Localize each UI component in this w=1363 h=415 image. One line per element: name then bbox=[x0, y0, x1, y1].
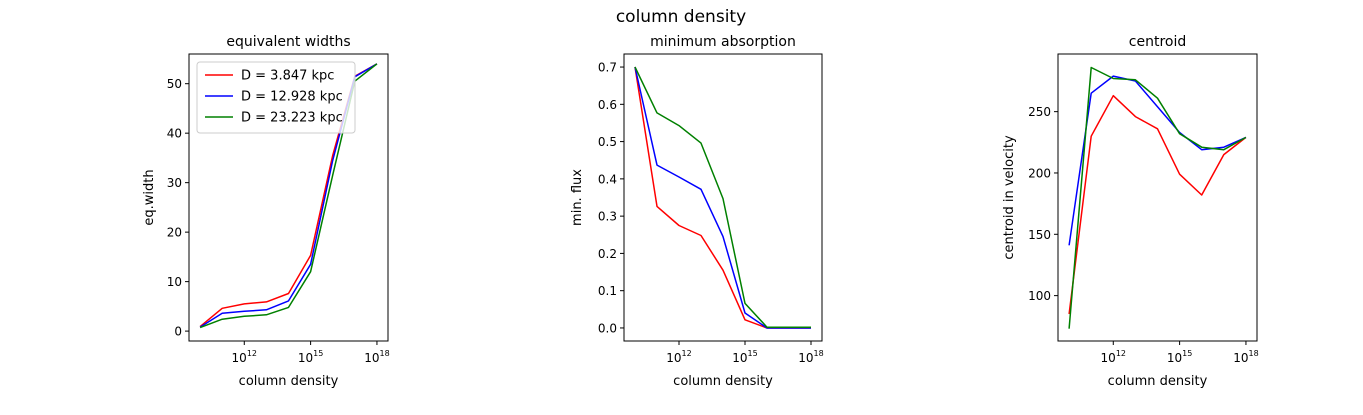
axes-frame-2 bbox=[1057, 53, 1258, 342]
y-axis-label: eq.width bbox=[142, 169, 157, 225]
x-tick-base: 10 bbox=[1101, 351, 1116, 365]
y-tick-label: 0.7 bbox=[598, 61, 617, 75]
series-line-green bbox=[634, 66, 811, 328]
y-tick-label: 0.5 bbox=[598, 135, 617, 149]
series-line-blue bbox=[1068, 75, 1247, 246]
y-tick-label: 0 bbox=[174, 325, 182, 339]
x-tick-base: 10 bbox=[666, 351, 681, 365]
legend bbox=[196, 61, 356, 134]
y-axis-label: min. flux bbox=[570, 169, 585, 226]
y-tick-label: 150 bbox=[1028, 228, 1051, 242]
x-tick-base: 10 bbox=[1167, 351, 1182, 365]
x-tick-label: 1012 bbox=[232, 349, 257, 365]
y-tick-label: 100 bbox=[1028, 289, 1051, 303]
y-tick-label: 50 bbox=[167, 77, 182, 91]
x-tick-exponent: 18 bbox=[1248, 349, 1258, 358]
x-tick-base: 10 bbox=[732, 351, 747, 365]
x-tick-exponent: 15 bbox=[748, 349, 758, 358]
x-axis-label: column density bbox=[673, 374, 773, 389]
figure-title: column density bbox=[616, 7, 746, 27]
axes-title-1: minimum absorption bbox=[650, 34, 796, 50]
series-line-blue bbox=[634, 66, 811, 329]
y-tick-label: 0.3 bbox=[598, 210, 617, 224]
legend-entry: D = 3.847 kpc bbox=[241, 69, 334, 84]
x-tick-base: 10 bbox=[298, 351, 313, 365]
axes-frame-0 bbox=[188, 53, 389, 342]
x-tick-base: 10 bbox=[364, 351, 379, 365]
x-tick-label: 1018 bbox=[1233, 349, 1258, 365]
x-tick-base: 10 bbox=[232, 351, 247, 365]
y-tick-label: 0.1 bbox=[598, 284, 617, 298]
x-tick-exponent: 15 bbox=[313, 349, 323, 358]
x-tick-label: 1012 bbox=[666, 349, 691, 365]
x-tick-label: 1015 bbox=[1167, 349, 1192, 365]
x-axis-label: column density bbox=[1108, 374, 1208, 389]
y-tick-label: 20 bbox=[167, 226, 182, 240]
y-tick-label: 0.0 bbox=[598, 321, 617, 335]
series-line-green bbox=[1068, 66, 1247, 329]
series-line-red bbox=[1068, 94, 1247, 315]
axes-frame-1 bbox=[623, 53, 823, 342]
x-tick-base: 10 bbox=[1233, 351, 1248, 365]
y-tick-label: 0.6 bbox=[598, 98, 617, 112]
x-tick-exponent: 12 bbox=[247, 349, 257, 358]
y-tick-label: 200 bbox=[1028, 166, 1051, 180]
y-tick-label: 0.2 bbox=[598, 247, 617, 261]
x-tick-exponent: 18 bbox=[814, 349, 824, 358]
x-tick-label: 1015 bbox=[298, 349, 323, 365]
y-axis-label: centroid in velocity bbox=[1002, 135, 1017, 260]
y-tick-label: 30 bbox=[167, 176, 182, 190]
axes-title-2: centroid bbox=[1129, 34, 1186, 50]
x-tick-exponent: 12 bbox=[682, 349, 692, 358]
y-tick-label: 40 bbox=[167, 127, 182, 141]
x-tick-exponent: 12 bbox=[1116, 349, 1126, 358]
x-tick-label: 1018 bbox=[798, 349, 823, 365]
legend-entry: D = 12.928 kpc bbox=[241, 90, 343, 105]
x-axis-label: column density bbox=[239, 374, 339, 389]
x-tick-exponent: 18 bbox=[379, 349, 389, 358]
y-tick-label: 10 bbox=[167, 275, 182, 289]
x-tick-label: 1015 bbox=[732, 349, 757, 365]
x-tick-label: 1018 bbox=[364, 349, 389, 365]
y-tick-label: 0.4 bbox=[598, 172, 617, 186]
x-tick-label: 1012 bbox=[1101, 349, 1126, 365]
legend-entry: D = 23.223 kpc bbox=[241, 111, 343, 126]
axes-title-0: equivalent widths bbox=[226, 34, 350, 50]
y-tick-label: 250 bbox=[1028, 105, 1051, 119]
x-tick-base: 10 bbox=[798, 351, 813, 365]
x-tick-exponent: 15 bbox=[1182, 349, 1192, 358]
